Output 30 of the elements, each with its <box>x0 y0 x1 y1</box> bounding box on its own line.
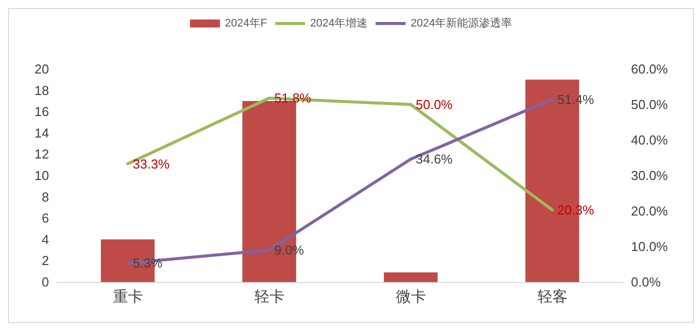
y-tick-label: 16 <box>34 104 49 120</box>
data-label: 33.3% <box>132 156 170 172</box>
x-tick-label: 轻卡 <box>254 288 284 306</box>
y-tick-label: 14 <box>34 125 49 140</box>
y2-tick-label: 0.0% <box>631 274 662 290</box>
y2-tick-label: 30.0% <box>631 168 668 183</box>
data-label: 5.3% <box>132 256 163 271</box>
data-label: 50.0% <box>416 97 454 112</box>
y2-tick-label: 50.0% <box>631 97 668 112</box>
y-tick-label: 10 <box>34 168 49 183</box>
x-tick-label: 轻客 <box>537 288 568 306</box>
y-tick-label: 4 <box>42 232 49 247</box>
x-tick-label: 微卡 <box>396 288 426 306</box>
legend-label: 2024年F <box>224 18 268 30</box>
y-tick-label: 2 <box>42 253 49 268</box>
legend-label: 2024年新能源渗透率 <box>410 16 512 30</box>
y2-tick-label: 60.0% <box>631 62 668 76</box>
legend-label: 2024年增速 <box>310 16 368 30</box>
bar <box>384 272 438 282</box>
data-label: 34.6% <box>416 152 454 167</box>
y-tick-label: 0 <box>42 274 49 290</box>
y-tick-label: 18 <box>34 82 49 98</box>
y-tick-label: 12 <box>34 146 49 162</box>
y2-tick-label: 20.0% <box>631 204 668 218</box>
y2-tick-label: 40.0% <box>631 132 668 148</box>
x-tick-label: 重卡 <box>112 288 143 306</box>
y-tick-label: 8 <box>42 189 49 204</box>
y-tick-label: 20 <box>34 62 49 76</box>
y-tick-label: 6 <box>42 210 49 226</box>
y2-tick-label: 10.0% <box>631 239 668 254</box>
